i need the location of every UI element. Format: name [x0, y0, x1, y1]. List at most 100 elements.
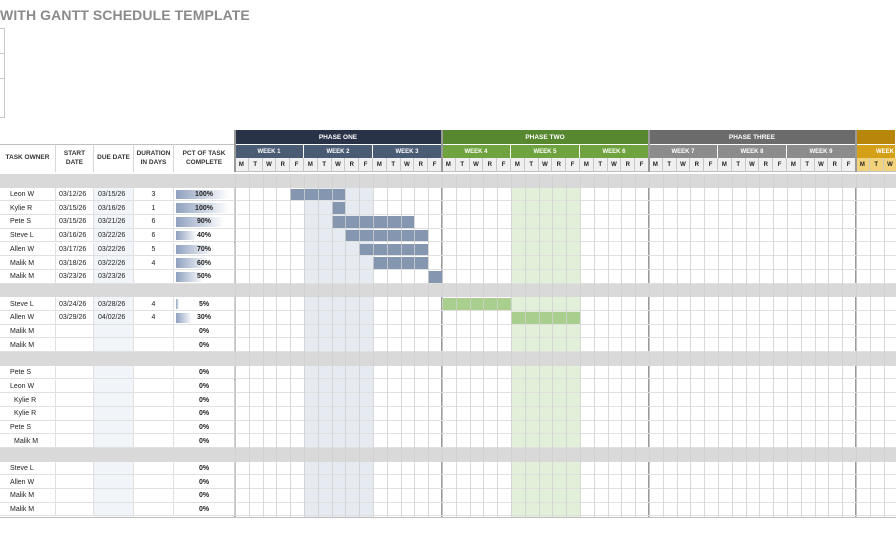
table-row[interactable]	[0, 188, 896, 202]
due-date-cell[interactable]	[94, 365, 134, 380]
duration-cell[interactable]	[134, 461, 174, 476]
due-date-cell[interactable]	[94, 461, 134, 476]
pct-complete-cell[interactable]: 5%	[174, 297, 235, 311]
duration-cell[interactable]	[134, 365, 174, 380]
task-owner-cell[interactable]: Pete S	[0, 365, 56, 380]
start-date-cell[interactable]	[56, 502, 94, 517]
table-row[interactable]	[0, 380, 896, 394]
due-date-cell[interactable]	[94, 393, 134, 407]
start-date-cell[interactable]: 03/16/26	[56, 228, 94, 243]
pct-complete-cell[interactable]: 0%	[174, 434, 235, 448]
start-date-cell[interactable]	[56, 434, 94, 448]
task-owner-cell[interactable]: Allen W	[0, 311, 56, 325]
start-date-cell[interactable]	[56, 338, 94, 353]
due-date-cell[interactable]: 03/22/26	[94, 228, 134, 243]
pct-complete-cell[interactable]: 50%	[174, 269, 235, 284]
start-date-cell[interactable]: 03/23/26	[56, 269, 94, 284]
due-date-cell[interactable]	[94, 502, 134, 517]
duration-cell[interactable]	[134, 338, 174, 353]
table-row[interactable]	[0, 256, 896, 270]
start-date-cell[interactable]: 03/15/26	[56, 201, 94, 216]
start-date-cell[interactable]	[56, 324, 94, 339]
due-date-cell[interactable]: 03/15/26	[94, 187, 134, 202]
table-row[interactable]	[0, 434, 896, 448]
due-date-cell[interactable]	[94, 420, 134, 435]
start-date-cell[interactable]	[56, 393, 94, 407]
duration-cell[interactable]	[134, 475, 174, 490]
task-owner-cell[interactable]: Malik M	[0, 324, 56, 339]
task-owner-cell[interactable]: Leon W	[0, 379, 56, 394]
pct-complete-cell[interactable]: 0%	[174, 379, 235, 394]
duration-cell[interactable]: 4	[134, 256, 174, 270]
pct-complete-cell[interactable]: 30%	[174, 311, 235, 325]
pct-complete-cell[interactable]: 100%	[174, 187, 235, 202]
duration-cell[interactable]: 4	[134, 297, 174, 311]
pct-complete-cell[interactable]: 0%	[174, 502, 235, 517]
duration-cell[interactable]	[134, 324, 174, 339]
start-date-cell[interactable]	[56, 420, 94, 435]
due-date-cell[interactable]	[94, 324, 134, 339]
task-owner-cell[interactable]: Kylie R	[0, 393, 56, 407]
due-date-cell[interactable]: 03/22/26	[94, 242, 134, 257]
task-owner-cell[interactable]: Malik M	[0, 502, 56, 517]
due-date-cell[interactable]: 03/21/26	[94, 215, 134, 229]
start-date-cell[interactable]	[56, 379, 94, 394]
due-date-cell[interactable]: 03/23/26	[94, 269, 134, 284]
table-row[interactable]	[0, 270, 896, 284]
table-row[interactable]	[0, 407, 896, 421]
table-row[interactable]	[0, 421, 896, 435]
duration-cell[interactable]: 1	[134, 201, 174, 216]
due-date-cell[interactable]	[94, 434, 134, 448]
duration-cell[interactable]: 3	[134, 187, 174, 202]
project-info-box-middle[interactable]	[0, 53, 5, 80]
pct-complete-cell[interactable]: 0%	[174, 324, 235, 339]
table-row[interactable]	[0, 297, 896, 311]
duration-cell[interactable]	[134, 420, 174, 435]
duration-cell[interactable]	[134, 502, 174, 517]
table-row[interactable]	[0, 311, 896, 325]
task-owner-cell[interactable]: Steve L	[0, 228, 56, 243]
task-owner-cell[interactable]: Leon W	[0, 187, 56, 202]
task-owner-cell[interactable]: Steve L	[0, 297, 56, 311]
due-date-cell[interactable]	[94, 406, 134, 421]
pct-complete-cell[interactable]: 90%	[174, 215, 235, 229]
start-date-cell[interactable]	[56, 365, 94, 380]
duration-cell[interactable]: 5	[134, 242, 174, 257]
start-date-cell[interactable]	[56, 475, 94, 490]
table-row[interactable]	[0, 475, 896, 490]
table-row[interactable]	[0, 325, 896, 339]
duration-cell[interactable]	[134, 489, 174, 503]
due-date-cell[interactable]: 03/28/26	[94, 297, 134, 311]
start-date-cell[interactable]: 03/29/26	[56, 311, 94, 325]
table-row[interactable]	[0, 503, 896, 517]
table-row[interactable]	[0, 462, 896, 476]
task-owner-cell[interactable]: Malik M	[0, 256, 56, 270]
start-date-cell[interactable]: 03/18/26	[56, 256, 94, 270]
duration-cell[interactable]	[134, 434, 174, 448]
due-date-cell[interactable]	[94, 379, 134, 394]
due-date-cell[interactable]: 04/02/26	[94, 311, 134, 325]
pct-complete-cell[interactable]: 70%	[174, 242, 235, 257]
due-date-cell[interactable]	[94, 475, 134, 490]
task-owner-cell[interactable]: Malik M	[0, 269, 56, 284]
table-row[interactable]	[0, 229, 896, 243]
pct-complete-cell[interactable]: 0%	[174, 393, 235, 407]
table-row[interactable]	[0, 366, 896, 380]
start-date-cell[interactable]	[56, 489, 94, 503]
due-date-cell[interactable]: 03/22/26	[94, 256, 134, 270]
task-owner-cell[interactable]: Malik M	[0, 489, 56, 503]
start-date-cell[interactable]: 03/15/26	[56, 215, 94, 229]
start-date-cell[interactable]: 03/24/26	[56, 297, 94, 311]
duration-cell[interactable]: 6	[134, 215, 174, 229]
task-owner-cell[interactable]: Allen W	[0, 475, 56, 490]
start-date-cell[interactable]: 03/17/26	[56, 242, 94, 257]
task-owner-cell[interactable]: Kylie R	[0, 201, 56, 216]
table-row[interactable]	[0, 201, 896, 216]
pct-complete-cell[interactable]: 60%	[174, 256, 235, 270]
duration-cell[interactable]	[134, 406, 174, 421]
pct-complete-cell[interactable]: 0%	[174, 338, 235, 353]
project-info-box-bottom[interactable]	[0, 78, 5, 118]
task-owner-cell[interactable]: Malik M	[0, 338, 56, 353]
pct-complete-cell[interactable]: 0%	[174, 475, 235, 490]
pct-complete-cell[interactable]: 40%	[174, 228, 235, 243]
